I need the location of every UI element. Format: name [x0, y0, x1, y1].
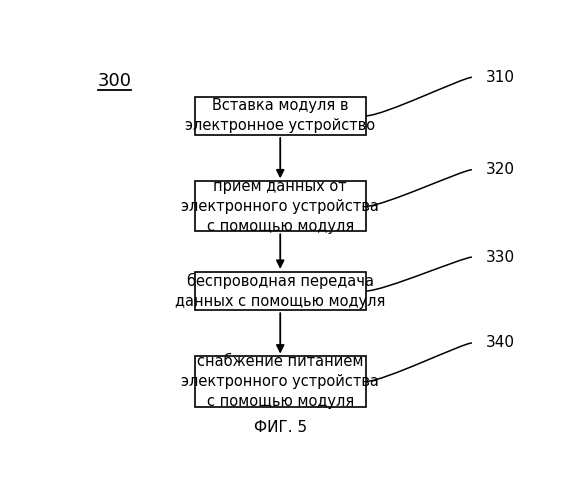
FancyBboxPatch shape — [194, 96, 366, 135]
Text: снабжение питанием
электронного устройства
с помощью модуля: снабжение питанием электронного устройст… — [182, 354, 379, 409]
Text: 320: 320 — [485, 162, 514, 177]
Text: 300: 300 — [98, 72, 132, 90]
Text: 310: 310 — [485, 70, 514, 85]
FancyBboxPatch shape — [194, 272, 366, 310]
Text: 340: 340 — [485, 336, 514, 350]
Text: Вставка модуля в
электронное устройство: Вставка модуля в электронное устройство — [185, 98, 375, 133]
Text: прием данных от
электронного устройства
с помощью модуля: прием данных от электронного устройства … — [182, 179, 379, 234]
Text: беспроводная передача
данных с помощью модуля: беспроводная передача данных с помощью м… — [175, 273, 385, 309]
FancyBboxPatch shape — [194, 356, 366, 406]
FancyBboxPatch shape — [194, 182, 366, 232]
Text: ФИГ. 5: ФИГ. 5 — [254, 420, 307, 436]
Text: 330: 330 — [485, 250, 514, 264]
